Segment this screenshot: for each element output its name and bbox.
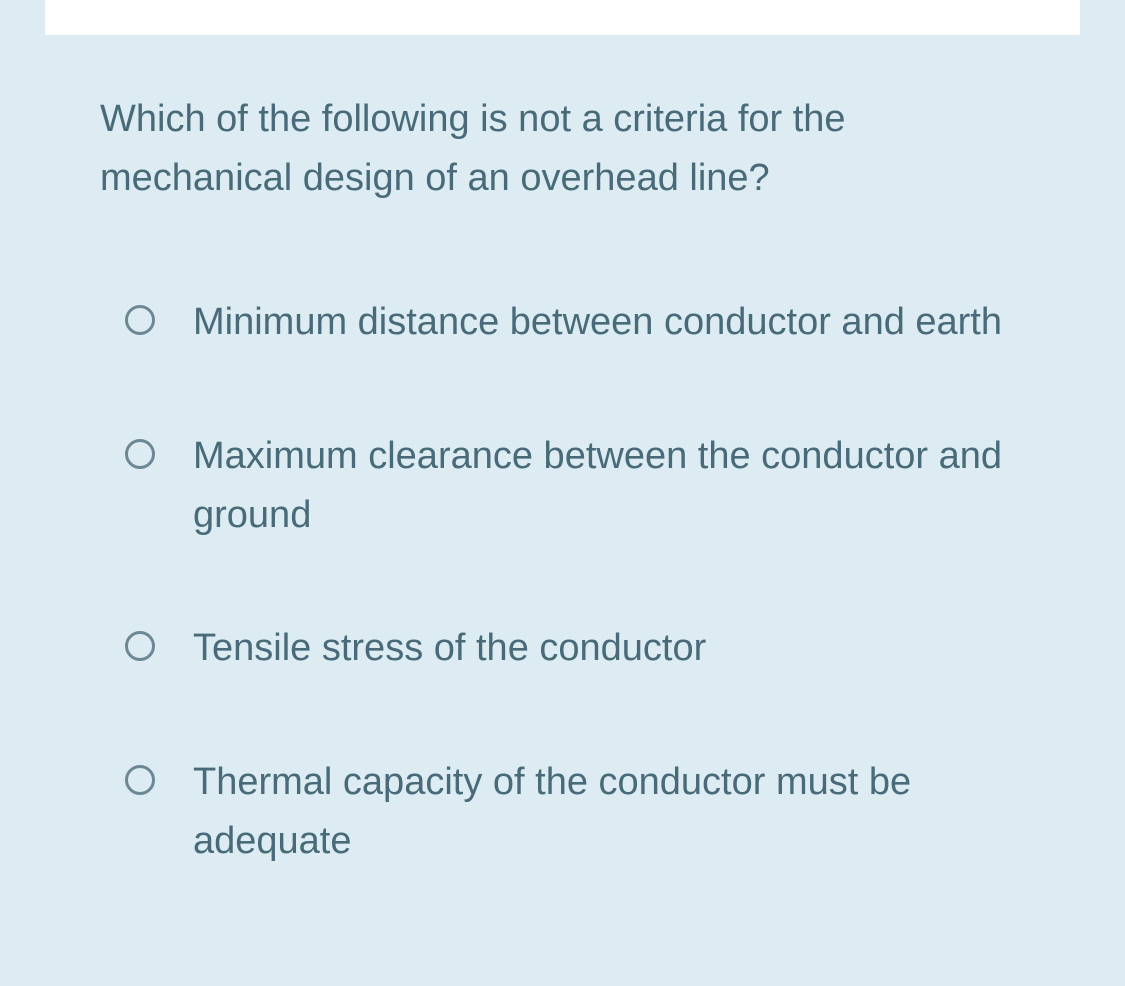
- radio-button[interactable]: [125, 631, 155, 661]
- question-text: Which of the following is not a criteria…: [100, 90, 1025, 208]
- options-list: Minimum distance between conductor and e…: [100, 293, 1025, 871]
- option-label: Maximum clearance between the conductor …: [193, 427, 1025, 545]
- radio-button[interactable]: [125, 305, 155, 335]
- option-row[interactable]: Tensile stress of the conductor: [125, 619, 1025, 678]
- option-row[interactable]: Maximum clearance between the conductor …: [125, 427, 1025, 545]
- option-row[interactable]: Minimum distance between conductor and e…: [125, 293, 1025, 352]
- top-white-bar: [45, 0, 1080, 35]
- radio-button[interactable]: [125, 765, 155, 795]
- option-label: Minimum distance between conductor and e…: [193, 293, 1002, 352]
- option-row[interactable]: Thermal capacity of the conductor must b…: [125, 753, 1025, 871]
- option-label: Thermal capacity of the conductor must b…: [193, 753, 1025, 871]
- radio-button[interactable]: [125, 439, 155, 469]
- option-label: Tensile stress of the conductor: [193, 619, 706, 678]
- question-container: Which of the following is not a criteria…: [0, 35, 1125, 986]
